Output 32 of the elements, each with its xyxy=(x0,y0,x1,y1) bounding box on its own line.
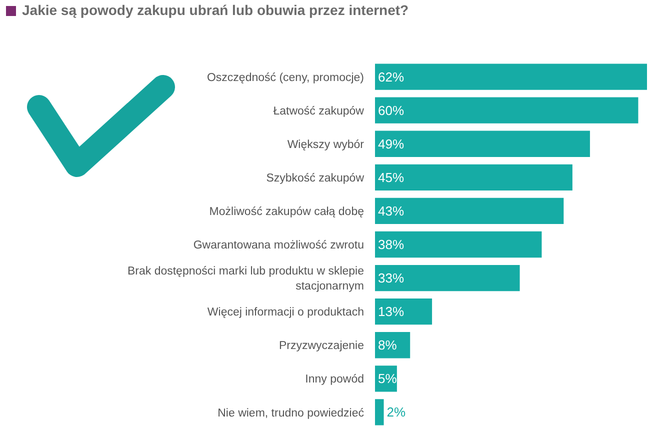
bar xyxy=(375,231,542,258)
y-tick-label: Nie wiem, trudno powiedzieć xyxy=(218,407,364,420)
data-label: 38% xyxy=(378,237,404,252)
y-tick-label: Większy wybór xyxy=(287,138,364,151)
y-tick-label: Inny powód xyxy=(305,374,364,386)
bar xyxy=(375,64,647,90)
bar xyxy=(375,130,590,157)
data-label: 49% xyxy=(378,136,404,152)
bar xyxy=(375,164,572,190)
y-tick-label: Gwarantowana możliwość zwrotu xyxy=(193,240,364,252)
bar xyxy=(375,399,384,426)
data-label: 2% xyxy=(386,404,406,420)
y-tick-label: Szybkość zakupów xyxy=(266,172,365,184)
bar xyxy=(375,298,432,325)
data-label: 62% xyxy=(378,69,404,84)
y-tick-label: Łatwość zakupów xyxy=(273,105,365,118)
bar xyxy=(375,97,638,124)
text: Jakie są powody zakupu ubrań lub obuwia przez internet? xyxy=(22,2,409,18)
bar xyxy=(375,198,564,224)
data-label: 5% xyxy=(378,371,398,386)
data-label: 60% xyxy=(378,102,404,118)
y-tick-label: Oszczędność (ceny, promocje) xyxy=(206,72,364,84)
y-tick-label: Możliwość zakupów całą dobę xyxy=(209,206,364,218)
data-label: 13% xyxy=(378,304,404,320)
data-label: 8% xyxy=(378,338,398,353)
y-tick-label: Więcej informacji o produktach xyxy=(207,306,364,319)
data-label: 43% xyxy=(378,203,404,218)
data-label: 33% xyxy=(378,270,404,286)
y-tick-label: Brak dostępności marki lub produktu w sklepie stacjonarnym xyxy=(127,266,364,293)
bar xyxy=(375,264,520,292)
y-tick-label: Przyzwyczajenie xyxy=(279,340,364,352)
data-label: 45% xyxy=(378,170,404,185)
